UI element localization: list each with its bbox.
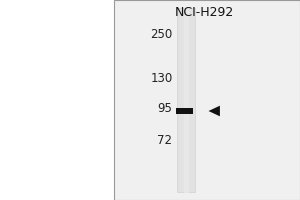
Text: NCI-H292: NCI-H292 <box>174 6 234 19</box>
Text: 72: 72 <box>158 134 172 146</box>
Bar <box>114 0 300 200</box>
Polygon shape <box>208 106 220 116</box>
Bar <box>177 8 195 192</box>
Text: 130: 130 <box>150 72 172 84</box>
Text: 250: 250 <box>150 27 172 40</box>
Text: 95: 95 <box>158 102 172 114</box>
Bar <box>176 108 193 114</box>
